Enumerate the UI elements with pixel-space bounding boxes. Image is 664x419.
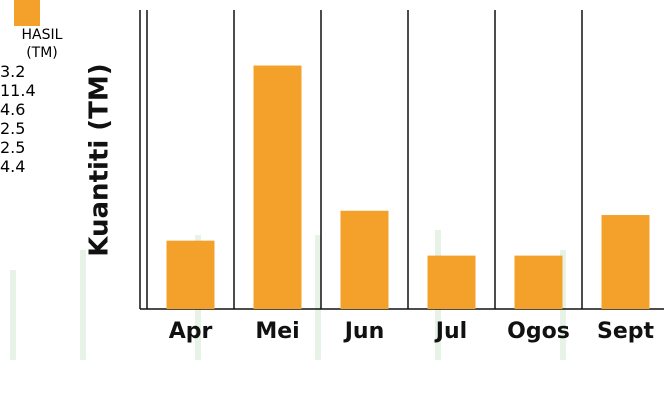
table-value: 4.6 bbox=[0, 100, 26, 119]
bar bbox=[601, 215, 650, 309]
table-value: 11.4 bbox=[0, 81, 36, 100]
legend-swatch bbox=[14, 0, 40, 26]
legend-label: HASIL (TM) bbox=[21, 27, 63, 61]
legend-cell: HASIL (TM) bbox=[0, 0, 149, 62]
x-tick-label: Jul bbox=[434, 319, 467, 344]
table-value: 2.5 bbox=[0, 119, 26, 138]
y-axis-label: Kuantiti (TM) bbox=[85, 63, 115, 256]
table-value: 4.4 bbox=[0, 157, 26, 176]
x-tick-label: Mei bbox=[255, 319, 299, 344]
bar bbox=[166, 240, 215, 309]
bar bbox=[514, 255, 563, 309]
x-tick-label: Sept bbox=[597, 319, 655, 344]
x-tick-label: Jun bbox=[343, 319, 385, 344]
x-tick-label: Ogos bbox=[507, 319, 570, 344]
chart: Kuantiti (TM) Apr Mei Jun Jul Ogos Sept bbox=[10, 10, 664, 360]
bar bbox=[427, 255, 476, 309]
table-value: 2.5 bbox=[0, 138, 26, 157]
x-tick-label: Apr bbox=[169, 319, 213, 344]
bar bbox=[253, 65, 302, 310]
table-value: 3.2 bbox=[0, 62, 26, 81]
bar bbox=[340, 210, 389, 309]
